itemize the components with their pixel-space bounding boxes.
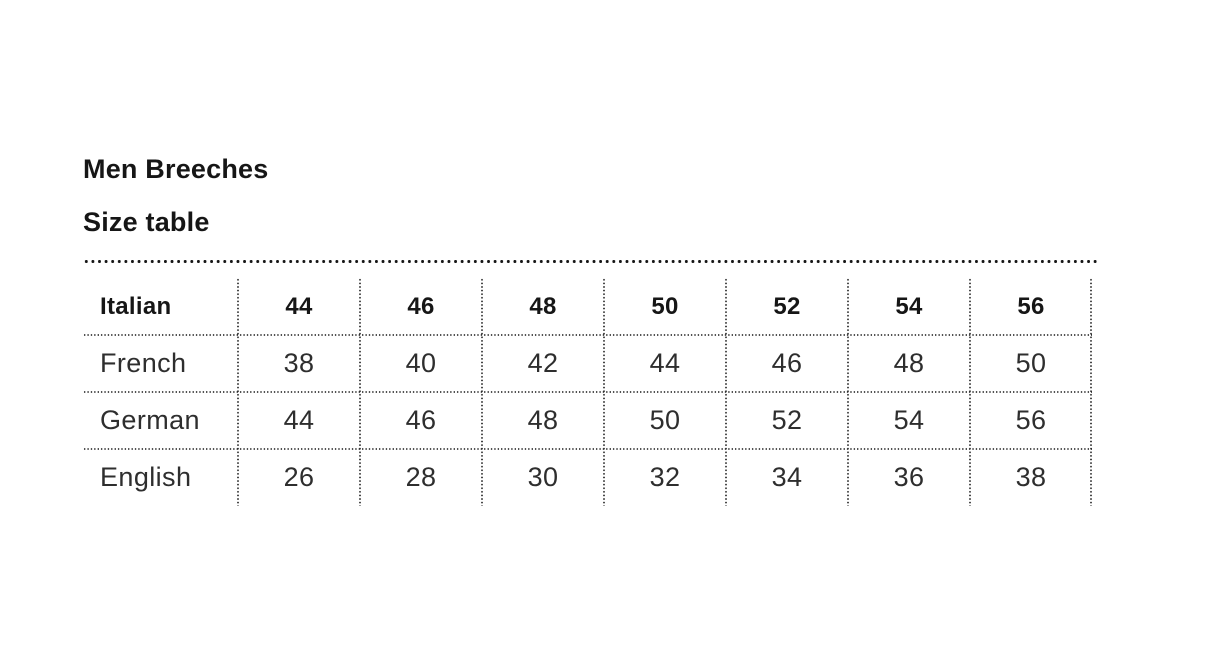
row-separator: [83, 391, 1092, 393]
header-cell: 48: [529, 292, 557, 320]
size-table: Italian 44 46 48 50 52 54 56 French 38 4…: [83, 278, 1092, 506]
table-cell: 46: [771, 348, 803, 378]
column-separator: [359, 278, 361, 506]
table-cell: 32: [649, 462, 681, 492]
table-cell: 38: [283, 348, 315, 378]
header-cell: 46: [407, 292, 435, 320]
row-separator: [83, 334, 1092, 336]
row-label-german: German: [100, 405, 200, 435]
table-cell: 30: [527, 462, 559, 492]
column-separator: [603, 278, 605, 506]
page-subheading: Size table: [83, 207, 210, 237]
header-cell: 52: [773, 292, 801, 320]
table-cell: 56: [1015, 405, 1047, 435]
column-separator: [237, 278, 239, 506]
row-label-english: English: [100, 462, 192, 492]
header-cell: 44: [285, 292, 313, 320]
column-separator: [725, 278, 727, 506]
table-cell: 48: [893, 348, 925, 378]
table-cell: 46: [405, 405, 437, 435]
header-cell: 56: [1017, 292, 1045, 320]
table-cell: 28: [405, 462, 437, 492]
table-cell: 44: [283, 405, 315, 435]
page-heading: Men Breeches: [83, 154, 269, 184]
header-cell: 50: [651, 292, 679, 320]
column-separator: [969, 278, 971, 506]
row-label-french: French: [100, 348, 187, 378]
table-cell: 34: [771, 462, 803, 492]
table-cell: 40: [405, 348, 437, 378]
table-cell: 26: [283, 462, 315, 492]
table-cell: 50: [649, 405, 681, 435]
header-cell: 54: [895, 292, 923, 320]
table-cell: 50: [1015, 348, 1047, 378]
table-cell: 38: [1015, 462, 1047, 492]
top-dotted-rule: [83, 260, 1097, 263]
table-cell: 52: [771, 405, 803, 435]
column-separator: [847, 278, 849, 506]
table-cell: 42: [527, 348, 559, 378]
table-cell: 36: [893, 462, 925, 492]
table-right-border: [1090, 278, 1092, 506]
row-separator: [83, 448, 1092, 450]
column-separator: [481, 278, 483, 506]
table-cell: 54: [893, 405, 925, 435]
table-cell: 44: [649, 348, 681, 378]
table-cell: 48: [527, 405, 559, 435]
header-row-label: Italian: [100, 292, 172, 320]
